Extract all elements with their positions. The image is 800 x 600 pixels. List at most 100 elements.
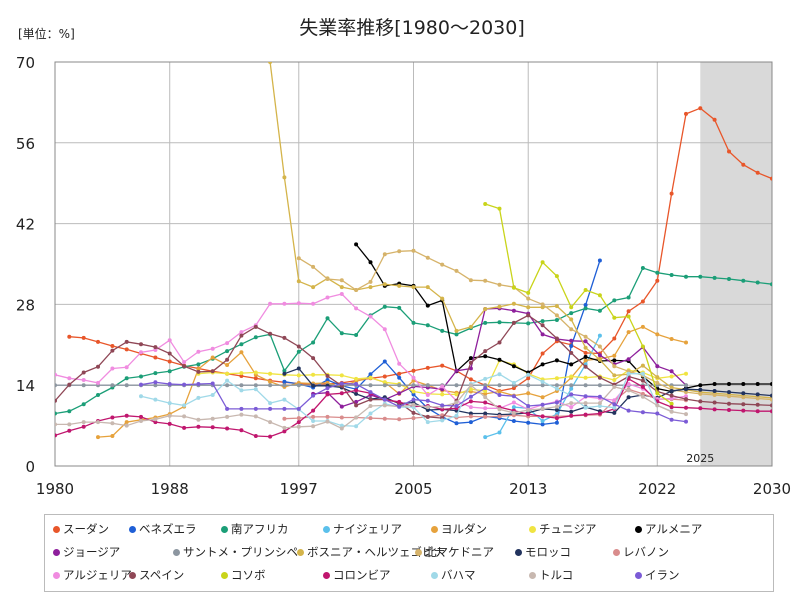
data-point (755, 392, 760, 397)
data-point (139, 419, 143, 423)
data-point (483, 414, 488, 419)
data-point (770, 397, 772, 402)
data-point (597, 344, 602, 349)
data-point (411, 402, 416, 407)
data-point (669, 337, 674, 341)
data-point (382, 327, 387, 332)
data-point (382, 397, 387, 402)
data-point (483, 411, 488, 416)
data-point (411, 248, 416, 253)
data-point (569, 327, 574, 332)
data-point (655, 380, 660, 385)
data-point (454, 332, 459, 337)
data-point (368, 390, 373, 395)
data-point (239, 350, 244, 355)
data-point (339, 391, 344, 396)
data-point (526, 376, 531, 381)
data-point (511, 419, 516, 423)
data-point (282, 397, 287, 402)
data-point (569, 401, 574, 406)
data-point (727, 394, 731, 399)
data-point (755, 170, 760, 175)
legend-item: トルコ (529, 567, 573, 583)
data-point (655, 375, 660, 380)
data-point (583, 345, 588, 350)
data-point (425, 285, 430, 290)
legend-item: バハマ (431, 567, 476, 583)
data-point (296, 366, 301, 371)
y-tick-label: 28 (16, 296, 35, 314)
data-point (182, 414, 187, 419)
data-point (440, 407, 445, 412)
data-point (182, 364, 187, 369)
legend-swatch (529, 525, 536, 533)
data-point (196, 362, 201, 367)
data-point (640, 384, 645, 389)
data-point (296, 416, 301, 421)
legend-label: ナイジェリア (333, 522, 402, 536)
data-point (67, 382, 72, 387)
data-point (597, 375, 602, 380)
data-point (526, 391, 531, 396)
data-point (554, 274, 559, 279)
data-point (339, 331, 344, 336)
data-point (425, 303, 430, 308)
data-point (540, 395, 545, 400)
data-point (669, 393, 674, 398)
data-point (727, 382, 731, 386)
data-point (526, 420, 531, 425)
data-point (511, 400, 516, 405)
data-point (253, 414, 258, 419)
data-point (382, 416, 387, 421)
data-point (626, 330, 631, 335)
legend-swatch (129, 525, 136, 533)
data-point (511, 380, 516, 385)
data-point (569, 374, 574, 379)
data-point (325, 295, 330, 300)
data-point (640, 378, 645, 383)
legend-label: スペイン (139, 568, 185, 582)
data-point (253, 376, 258, 381)
data-point (626, 408, 631, 413)
data-point (597, 401, 602, 406)
data-point (110, 383, 115, 388)
chart-title: 失業率推移[1980～2030] (299, 17, 525, 39)
data-point (483, 386, 488, 391)
data-point (411, 416, 416, 421)
legend-label: チュニジア (539, 522, 597, 536)
data-point (339, 423, 344, 428)
data-point (612, 373, 617, 378)
data-point (311, 393, 316, 398)
legend-swatch (221, 525, 228, 533)
data-point (526, 305, 531, 310)
data-point (684, 390, 688, 395)
legend-swatch (529, 571, 536, 579)
data-point (483, 400, 488, 405)
data-point (110, 344, 115, 348)
data-point (770, 176, 772, 181)
data-point (597, 293, 602, 298)
data-point (110, 434, 115, 438)
data-point (253, 383, 258, 388)
data-point (554, 376, 559, 381)
data-point (583, 306, 588, 311)
legend-swatch (297, 548, 304, 556)
data-point (597, 353, 602, 358)
data-point (712, 400, 717, 405)
data-point (425, 383, 430, 388)
data-point (741, 395, 746, 400)
data-point (311, 285, 316, 290)
data-point (124, 339, 129, 344)
data-point (483, 202, 488, 206)
data-point (698, 274, 703, 279)
data-point (253, 324, 258, 329)
data-point (368, 404, 373, 408)
data-point (354, 388, 359, 393)
data-point (354, 306, 359, 311)
data-point (339, 426, 344, 431)
data-point (526, 408, 531, 412)
data-point (167, 421, 172, 426)
data-point (640, 363, 645, 368)
data-point (153, 397, 158, 402)
data-point (483, 278, 488, 283)
